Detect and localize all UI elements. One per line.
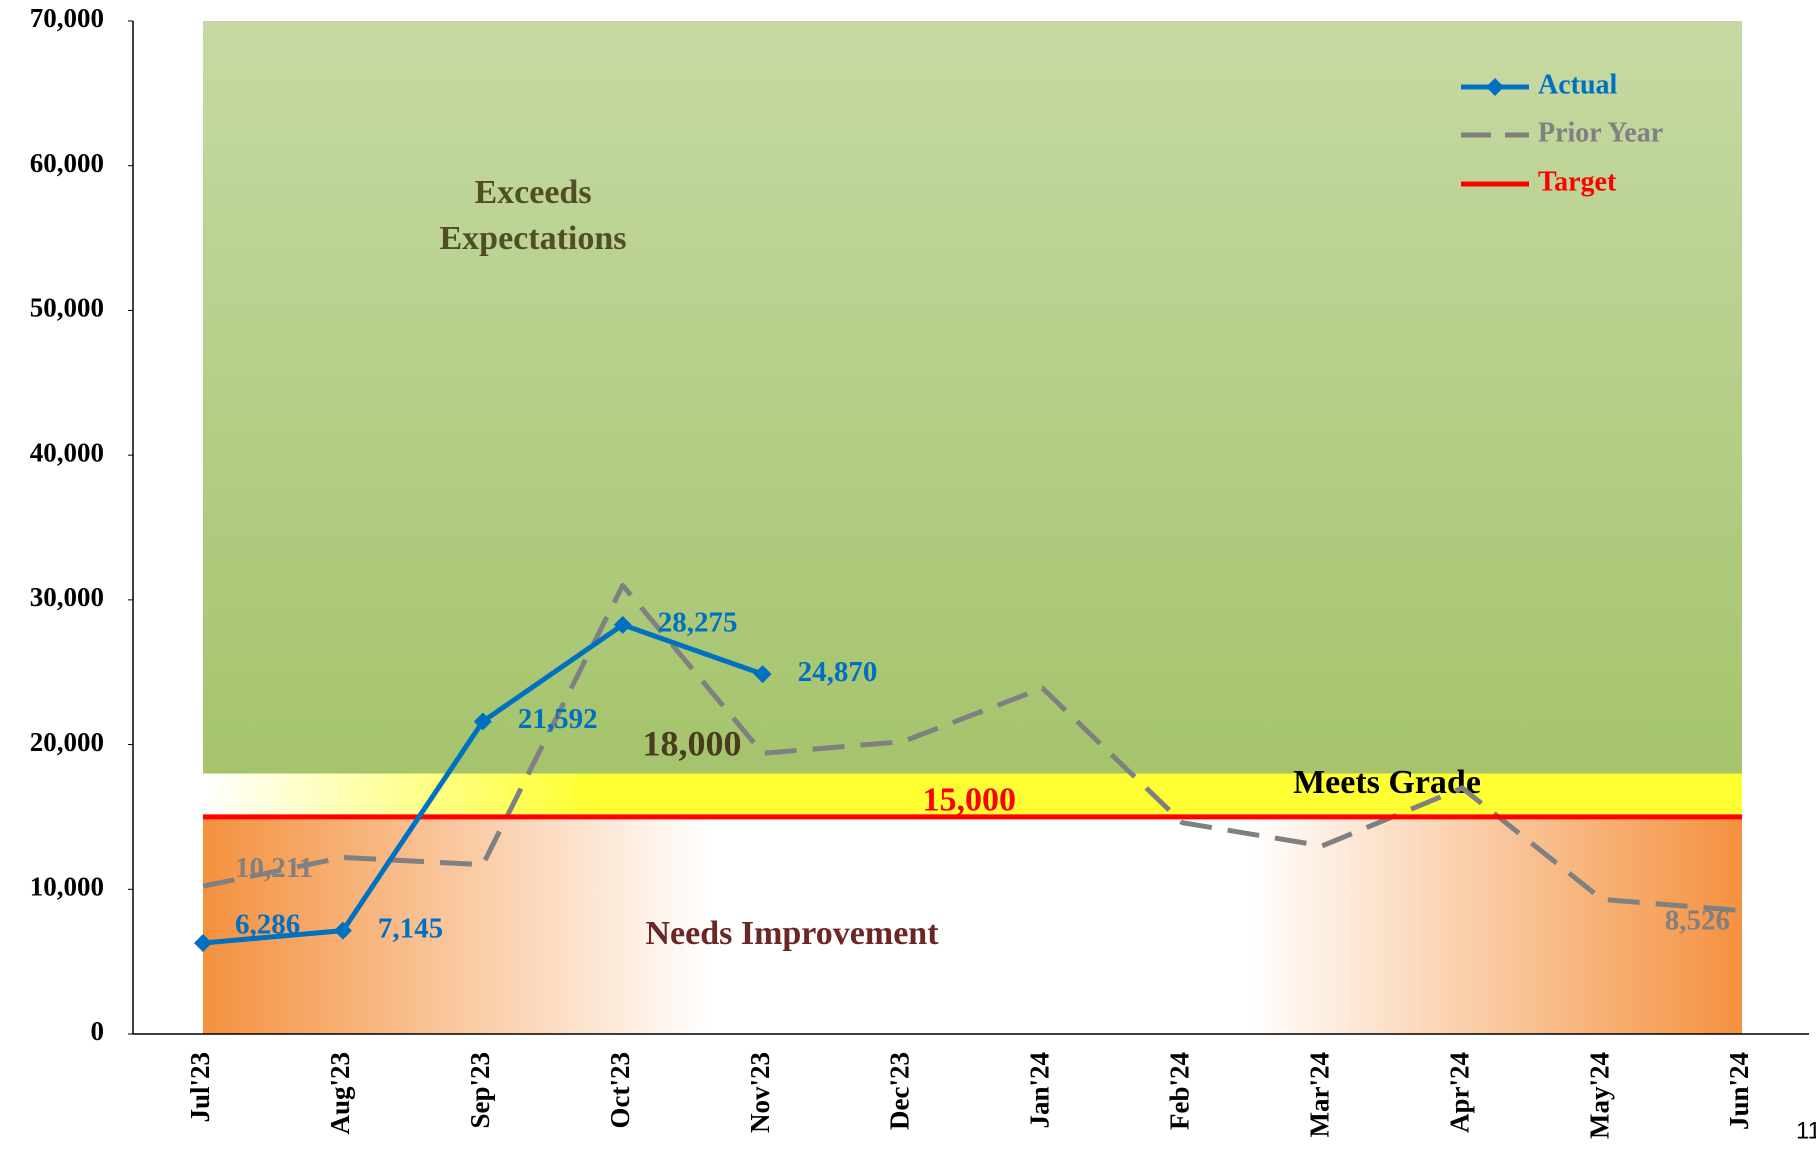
point — [753, 665, 772, 684]
data-label: 24,870 — [798, 656, 878, 688]
series-line — [202, 582, 1743, 914]
band-label: Needs Improvement — [645, 915, 939, 952]
data-label: 6,286 — [235, 909, 300, 941]
x-tick-label: Nov'23 — [745, 1052, 775, 1133]
x-tick-label: Feb'24 — [1165, 1052, 1195, 1130]
x-tick-label: Jan'24 — [1025, 1052, 1055, 1129]
band — [203, 816, 1742, 1034]
page-number: 11 — [1796, 1117, 1816, 1144]
x-tick-label: Sep'23 — [465, 1052, 495, 1129]
band-label: Exceeds Expectations — [439, 174, 627, 257]
data-label: 7,145 — [378, 912, 443, 944]
x-tick-label: May'24 — [1584, 1052, 1614, 1139]
data-label: 10,211 — [235, 852, 313, 884]
legend-label: Target — [1538, 166, 1617, 197]
band — [203, 773, 1742, 817]
legend-marker — [1486, 78, 1504, 96]
band-label: Meets Grade — [1293, 764, 1481, 801]
point — [613, 615, 632, 634]
x-tick-label: Jul'23 — [185, 1052, 215, 1123]
x-tick-label: Oct'23 — [605, 1052, 635, 1128]
y-tick-label: 20,000 — [30, 727, 104, 757]
data-label: 21,592 — [518, 703, 598, 735]
legend-label: Actual — [1538, 69, 1618, 100]
point — [333, 921, 352, 940]
x-tick-label: Mar'24 — [1304, 1052, 1334, 1137]
legend-label: Prior Year — [1538, 117, 1663, 148]
y-tick-label: 0 — [91, 1016, 105, 1046]
y-tick-label: 10,000 — [30, 871, 104, 901]
y-tick-label: 50,000 — [30, 293, 104, 323]
data-label: 28,275 — [658, 606, 738, 638]
data-label: 15,000 — [923, 782, 1017, 819]
x-tick-label: Aug'23 — [325, 1052, 355, 1135]
x-tick-label: Jun'24 — [1724, 1052, 1754, 1130]
y-tick-label: 70,000 — [30, 3, 104, 33]
band-boundary-label: 18,000 — [643, 723, 742, 763]
y-tick-label: 60,000 — [30, 148, 104, 178]
point — [473, 712, 492, 731]
x-tick-label: Apr'24 — [1444, 1052, 1474, 1133]
y-tick-label: 40,000 — [30, 437, 104, 467]
data-label: 8,526 — [1665, 904, 1730, 936]
point — [194, 934, 212, 953]
y-tick-label: 30,000 — [30, 582, 104, 612]
band — [203, 21, 1742, 774]
x-tick-label: Dec'23 — [885, 1052, 915, 1130]
